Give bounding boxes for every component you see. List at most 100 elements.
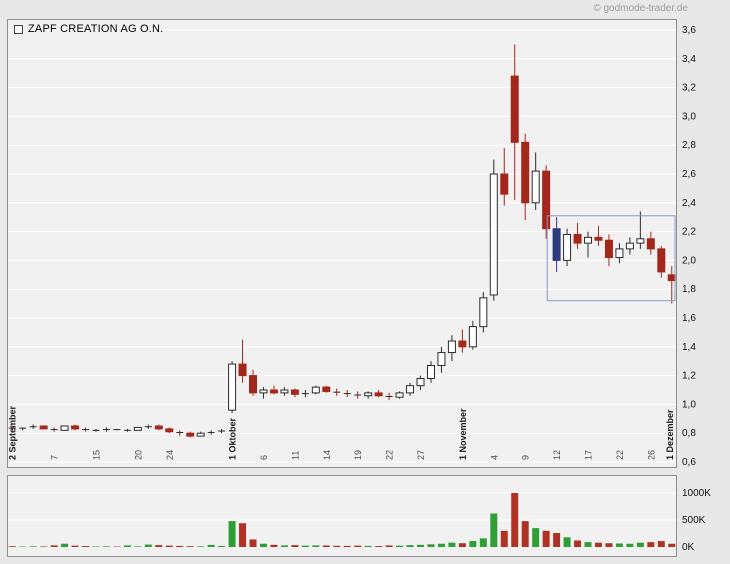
candle: [19, 427, 27, 431]
candle: [60, 425, 69, 431]
candle: [249, 369, 258, 396]
candle: [82, 427, 90, 432]
candle: [385, 392, 393, 401]
volume-bar: [553, 532, 561, 547]
volume-bar: [102, 546, 110, 547]
candle: [500, 148, 509, 206]
candle: [521, 133, 530, 221]
volume-bar: [396, 545, 404, 547]
volume-bar: [636, 542, 644, 547]
volume-bar: [626, 543, 634, 547]
candle: [280, 387, 289, 396]
candle: [154, 424, 163, 431]
x-axis-tick-label: 22: [385, 450, 395, 460]
candle: [468, 320, 477, 350]
candle: [573, 222, 582, 249]
price-axis-label: 3,4: [682, 54, 696, 65]
candle: [354, 391, 362, 399]
candle: [657, 246, 666, 278]
candle: [531, 152, 540, 210]
volume-bar: [61, 543, 69, 547]
volume-bar: [207, 544, 215, 547]
x-axis-tick-label: 4: [489, 455, 499, 460]
volume-bar: [165, 545, 173, 547]
volume-axis-label: 1000K: [682, 488, 711, 499]
volume-bar: [29, 546, 37, 547]
volume-bar: [123, 545, 131, 547]
candle: [458, 329, 467, 353]
volume-bar: [134, 546, 142, 547]
volume-bar: [668, 543, 676, 547]
candle: [113, 428, 121, 431]
price-axis-label: 1,0: [682, 399, 696, 410]
volume-bar: [259, 543, 267, 547]
x-axis-tick-label: 1 Oktober: [228, 417, 238, 460]
volume-bar: [71, 545, 79, 547]
candle: [406, 382, 415, 396]
x-axis-tick-label: 22: [615, 450, 625, 460]
volume-bar: [500, 530, 508, 547]
candle: [594, 225, 603, 246]
price-axis-label: 2,8: [682, 140, 696, 151]
volume-bar: [417, 544, 425, 547]
candle: [426, 361, 435, 383]
volume-bar: [343, 545, 351, 547]
candle: [228, 361, 237, 414]
volume-bar: [594, 542, 602, 547]
price-axis-label: 2,4: [682, 198, 696, 209]
volume-bar: [511, 493, 519, 547]
instrument-title: ZAPF CREATION AG O.N.: [28, 23, 164, 35]
price-axis-label: 1,4: [682, 342, 696, 353]
volume-bar: [40, 546, 48, 547]
legend-checkbox-icon[interactable]: [14, 24, 23, 34]
x-axis-tick-label: 9: [521, 455, 531, 460]
chart-svg: 2 September 7 15 20 24 1 Oktober 6 11 14 19 22 27 1 …: [7, 19, 711, 557]
candle: [8, 426, 16, 431]
candle: [29, 424, 37, 429]
volume-bar: [563, 537, 571, 547]
volume-bar: [427, 544, 435, 547]
volume-bar: [605, 543, 613, 547]
volume-bar: [249, 539, 257, 547]
candle: [186, 431, 195, 438]
price-axis-label: 0,6: [682, 457, 696, 468]
copyright-text: © godmode-trader.de: [593, 3, 688, 14]
x-axis-tick-label: 14: [322, 450, 332, 460]
volume-bar: [406, 545, 414, 547]
candle: [416, 375, 425, 390]
volume-bar: [218, 545, 226, 547]
x-axis-tick-label: 2 September: [8, 405, 18, 460]
volume-bar: [458, 543, 466, 547]
candle: [646, 231, 655, 255]
candle: [552, 217, 561, 272]
candle: [625, 237, 634, 255]
candle: [133, 426, 142, 431]
candle: [238, 339, 247, 383]
volume-bar: [92, 546, 100, 547]
x-axis-tick-label: 27: [416, 450, 426, 460]
candle: [615, 243, 624, 264]
volume-bar: [574, 540, 582, 547]
volume-bar: [437, 543, 445, 547]
price-axis-label: 2,0: [682, 255, 696, 266]
candle: [196, 431, 205, 437]
candle: [144, 424, 152, 429]
candle: [102, 427, 110, 432]
volume-bar: [301, 545, 309, 547]
candle: [50, 427, 58, 432]
legend: ZAPF CREATION AG O.N.: [14, 23, 163, 35]
volume-bar: [155, 545, 163, 547]
price-axis-label: 3,6: [682, 25, 696, 36]
candle: [364, 391, 373, 399]
price-axis-label: 2,2: [682, 227, 696, 238]
candle: [447, 335, 456, 362]
volume-bar: [144, 544, 152, 547]
candle: [584, 231, 593, 258]
candle: [165, 427, 174, 434]
volume-bar: [228, 521, 236, 547]
candle: [343, 390, 351, 398]
volume-bar: [239, 523, 247, 547]
candle: [218, 428, 226, 434]
consolidation-box-annotation: [546, 215, 676, 302]
